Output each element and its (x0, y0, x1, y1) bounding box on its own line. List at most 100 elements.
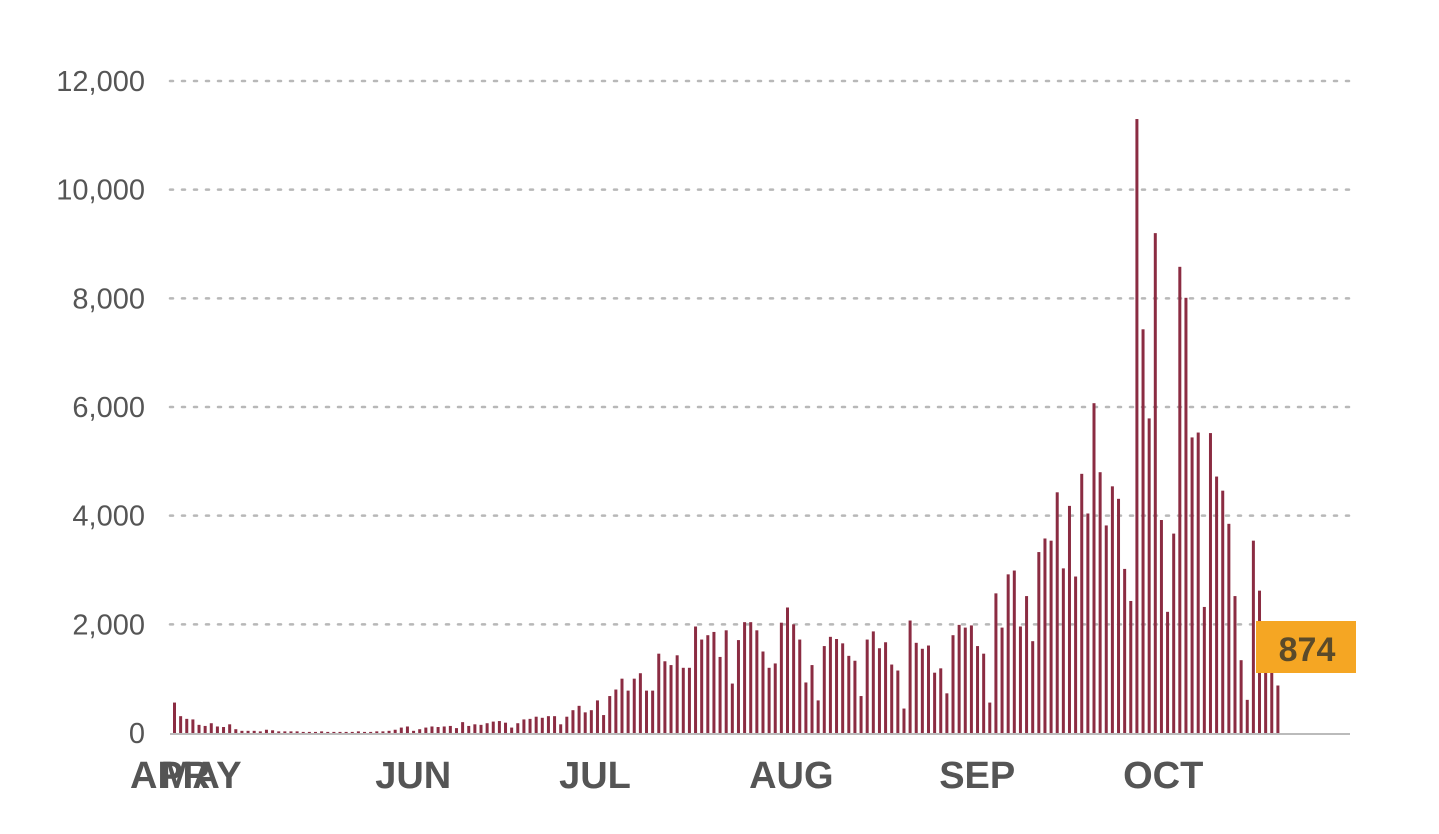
bar (1012, 570, 1016, 733)
bar (602, 715, 606, 733)
bar (835, 639, 839, 733)
latest-value-callout: 874 (1256, 621, 1356, 673)
bar (1080, 473, 1084, 733)
bar (816, 700, 820, 733)
bar (700, 639, 704, 733)
bar (963, 627, 967, 733)
y-tick-label: 6,000 (72, 392, 145, 424)
bar (1018, 626, 1022, 733)
bar (363, 731, 367, 733)
bar (669, 665, 673, 733)
bar (1159, 520, 1163, 733)
bar (442, 726, 446, 733)
y-tick-label: 12,000 (56, 66, 145, 98)
bar (387, 730, 391, 733)
bar (197, 724, 201, 733)
bar (1086, 513, 1090, 733)
bar (896, 670, 900, 733)
bar (350, 731, 354, 733)
bar (976, 646, 980, 733)
bar (1000, 627, 1004, 733)
bar (369, 731, 373, 733)
bar (1178, 266, 1182, 733)
bar (405, 726, 409, 733)
bar (595, 700, 599, 733)
y-tick-label: 10,000 (56, 175, 145, 207)
bar (890, 664, 894, 733)
bar (424, 727, 428, 733)
bar (1043, 538, 1047, 733)
bar (528, 718, 532, 733)
bar (583, 712, 587, 733)
bar (522, 719, 526, 733)
bar (473, 724, 477, 733)
bar (1025, 596, 1029, 733)
bar (1037, 552, 1041, 733)
bar (1196, 432, 1200, 733)
bar (1117, 498, 1121, 733)
bar (534, 716, 538, 733)
bar (1123, 568, 1127, 733)
bar (258, 731, 262, 733)
bar (209, 723, 213, 733)
bar (307, 731, 311, 733)
bar (847, 655, 851, 733)
bar (969, 625, 973, 733)
bar (994, 593, 998, 733)
bar (559, 724, 563, 733)
bar (1098, 472, 1102, 733)
bar (577, 705, 581, 733)
bar (399, 727, 403, 733)
bar (1251, 540, 1255, 733)
bar (326, 731, 330, 733)
bar (718, 656, 722, 733)
bar (412, 730, 416, 733)
bars (173, 119, 1280, 733)
bar (951, 635, 955, 733)
bar (694, 626, 698, 733)
bar (283, 731, 287, 733)
x-tick-label: AUG (749, 755, 833, 797)
bar (884, 642, 888, 733)
bar (1006, 574, 1010, 733)
bar (841, 643, 845, 733)
bar (289, 731, 293, 733)
y-tick-label: 8,000 (72, 283, 145, 315)
bar (1166, 611, 1170, 733)
bar (1202, 606, 1206, 733)
bar (902, 708, 906, 733)
bar (448, 725, 452, 733)
bar (467, 725, 471, 733)
bar (222, 727, 226, 733)
bar (454, 728, 458, 733)
bar (786, 607, 789, 733)
x-tick-label: SEP (939, 755, 1015, 797)
bar (767, 667, 771, 733)
bar (945, 693, 949, 733)
bar (461, 722, 465, 733)
bar (1067, 505, 1071, 733)
bar (755, 630, 759, 733)
bar (1049, 540, 1053, 733)
bar (1190, 437, 1194, 733)
bar (645, 690, 649, 733)
bar (277, 731, 281, 733)
bar (228, 724, 232, 733)
bar (608, 696, 612, 733)
bar (914, 642, 918, 733)
bar (1104, 525, 1108, 733)
bar (332, 731, 336, 733)
bar (1110, 486, 1114, 733)
bar (1135, 119, 1139, 733)
bar (1270, 655, 1274, 733)
x-tick-label: MAY (161, 755, 242, 797)
bar (865, 639, 869, 733)
bar (234, 729, 238, 733)
bar (1239, 660, 1243, 733)
bar (749, 622, 753, 733)
bar (510, 727, 514, 733)
bar (1233, 596, 1237, 733)
bar (736, 640, 740, 733)
bar (798, 639, 802, 733)
